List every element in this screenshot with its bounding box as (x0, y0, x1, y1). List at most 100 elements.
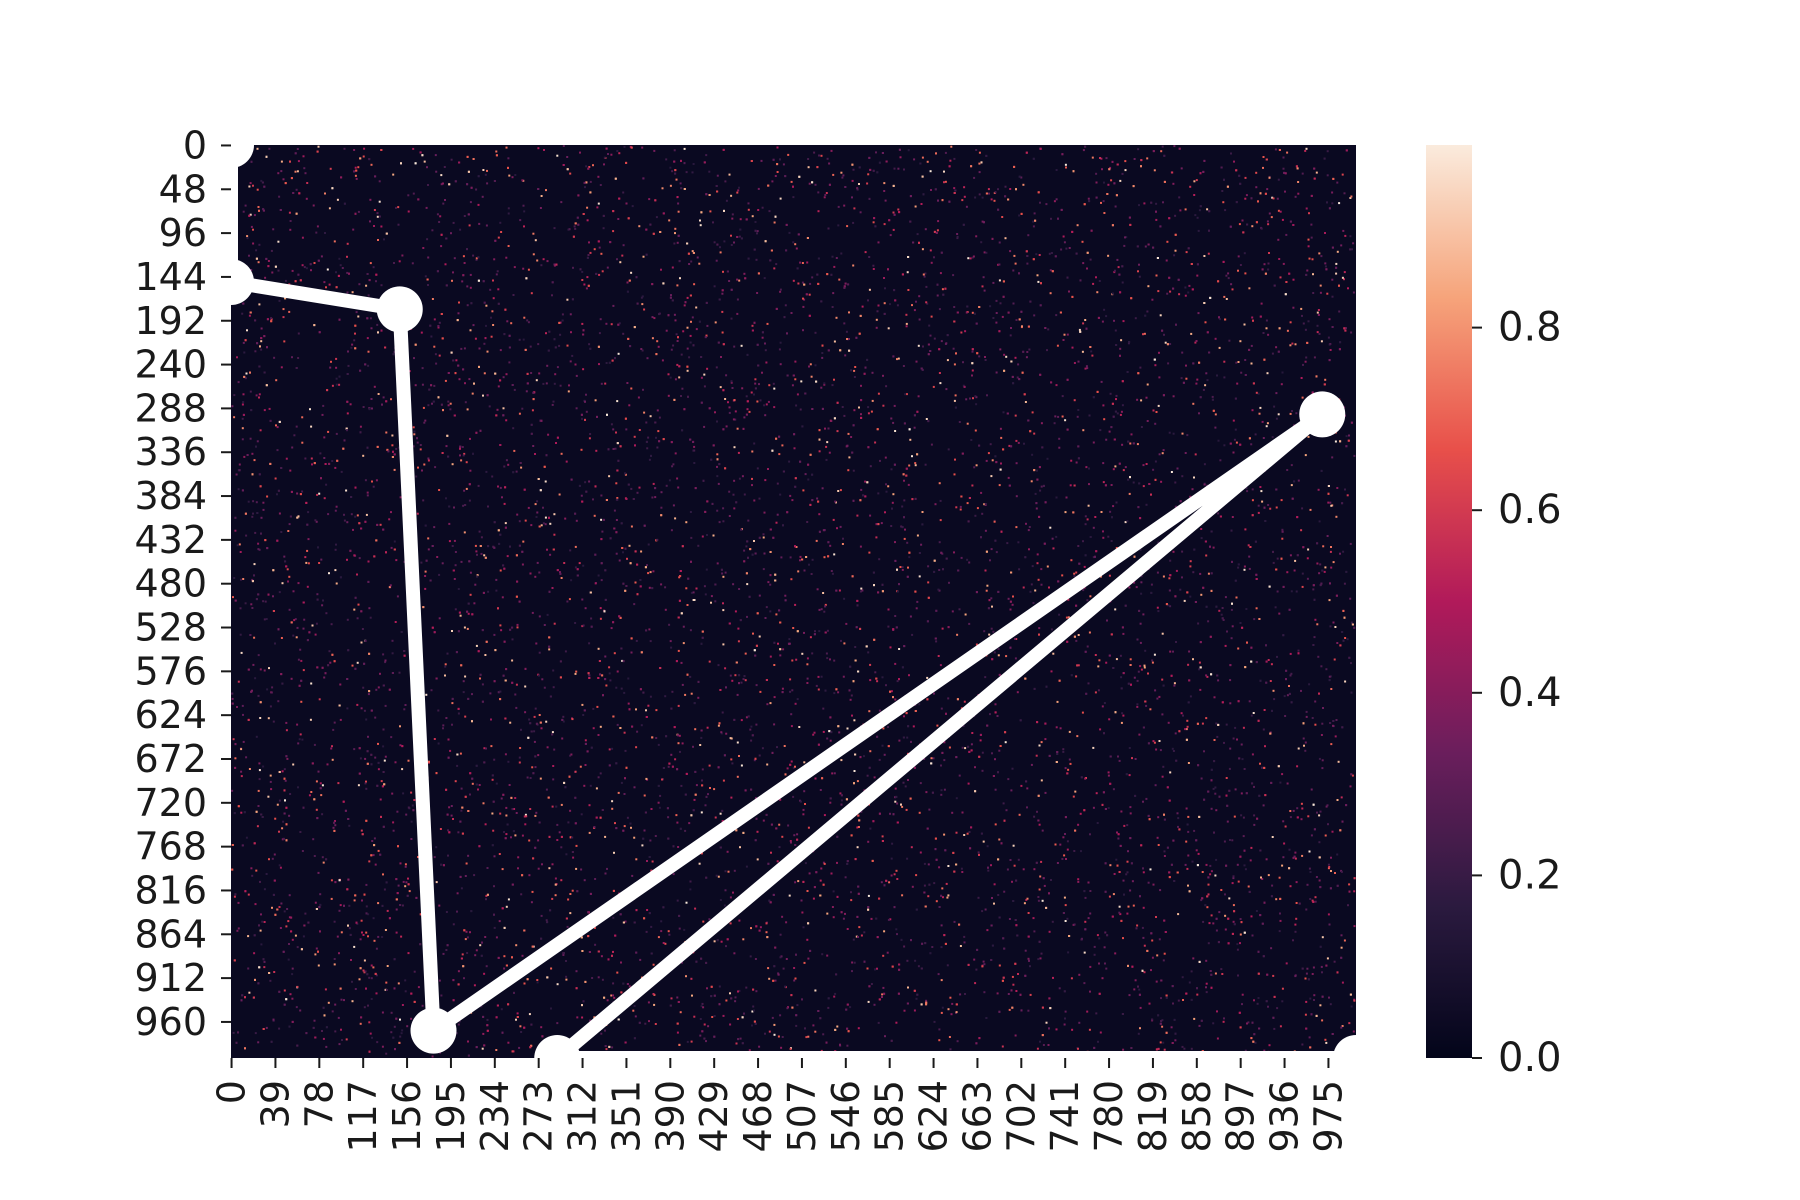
heatmap-cell (391, 639, 394, 642)
heatmap-cell (797, 570, 800, 573)
heatmap-cell (1240, 743, 1243, 746)
heatmap-cell (671, 690, 674, 693)
heatmap-cell (1025, 356, 1028, 359)
heatmap-cell (1008, 1008, 1011, 1011)
heatmap-cell (897, 167, 900, 170)
heatmap-cell (1055, 384, 1058, 387)
heatmap-cell (320, 558, 323, 561)
heatmap-cell (948, 1036, 951, 1038)
heatmap-cell (308, 794, 311, 797)
heatmap-cell (802, 329, 804, 332)
heatmap-cell (483, 342, 486, 345)
heatmap-cell (356, 703, 359, 706)
heatmap-cell (252, 184, 254, 187)
heatmap-cell (913, 426, 916, 429)
heatmap-cell (1297, 181, 1300, 183)
heatmap-cell (315, 231, 318, 234)
heatmap-cell (690, 977, 693, 980)
heatmap-cell (664, 695, 667, 698)
heatmap-cell (1066, 917, 1069, 920)
heatmap-cell (280, 637, 283, 639)
heatmap-cell (741, 475, 744, 478)
heatmap-cell (1047, 328, 1050, 331)
heatmap-cell (1273, 698, 1276, 701)
heatmap-cell (837, 691, 840, 694)
heatmap-cell (739, 1037, 742, 1040)
heatmap-cell (683, 304, 686, 307)
heatmap-cell (788, 894, 791, 897)
heatmap-cell (940, 340, 943, 343)
heatmap-cell (836, 527, 838, 530)
heatmap-cell (1178, 196, 1181, 199)
heatmap-cell (1108, 574, 1111, 577)
heatmap-cell (436, 213, 439, 216)
heatmap-cell (343, 147, 346, 150)
heatmap-cell (620, 961, 622, 964)
heatmap-cell (263, 409, 266, 412)
heatmap-cell (1040, 583, 1043, 586)
heatmap-cell (1143, 664, 1146, 667)
heatmap-cell (253, 459, 256, 462)
heatmap-cell (1096, 291, 1099, 294)
heatmap-cell (615, 552, 618, 555)
heatmap-cell (1077, 409, 1080, 411)
heatmap-cell (604, 872, 607, 875)
heatmap-cell (457, 312, 460, 315)
heatmap-cell (460, 809, 463, 812)
heatmap-cell (755, 723, 758, 726)
heatmap-cell (571, 889, 574, 892)
heatmap-cell (1247, 544, 1250, 547)
heatmap-cell (565, 960, 567, 962)
heatmap-cell (1136, 924, 1139, 927)
heatmap-cell (974, 982, 977, 985)
heatmap-cell (1050, 670, 1053, 673)
heatmap-cell (1353, 454, 1356, 457)
heatmap-cell (925, 418, 928, 420)
heatmap-cell (507, 463, 510, 466)
heatmap-cell (729, 674, 732, 677)
heatmap-cell (963, 195, 966, 198)
heatmap-cell (842, 537, 844, 540)
heatmap-cell (657, 936, 660, 939)
heatmap-cell (697, 544, 700, 547)
heatmap-cell (1301, 507, 1304, 510)
heatmap-cell (859, 545, 862, 548)
heatmap-cell (1340, 796, 1343, 799)
heatmap-cell (268, 858, 270, 861)
heatmap-cell (763, 511, 766, 514)
heatmap-cell (1214, 337, 1217, 340)
heatmap-cell (338, 257, 341, 260)
heatmap-cell (1158, 376, 1161, 379)
heatmap-cell (1040, 741, 1043, 744)
heatmap-cell (361, 628, 364, 630)
heatmap-cell (241, 312, 244, 315)
heatmap-cell (1275, 392, 1278, 395)
heatmap-cell (1251, 409, 1254, 412)
heatmap-cell (615, 519, 618, 521)
heatmap-cell (974, 766, 976, 769)
heatmap-cell (495, 589, 498, 592)
heatmap-cell (925, 999, 928, 1002)
heatmap-cell (284, 279, 287, 282)
heatmap-cell (991, 459, 994, 462)
heatmap-cell (655, 436, 657, 439)
heatmap-cell (518, 761, 521, 764)
heatmap-cell (564, 650, 567, 653)
heatmap-cell (1063, 1023, 1066, 1026)
heatmap-cell (935, 640, 938, 643)
heatmap-cell (447, 738, 450, 741)
heatmap-cell (1316, 623, 1319, 626)
heatmap-cell (1239, 918, 1242, 920)
heatmap-cell (881, 744, 884, 747)
heatmap-cell (691, 316, 694, 319)
heatmap-cell (296, 170, 299, 173)
heatmap-cell (440, 174, 443, 177)
heatmap-cell (401, 1004, 404, 1006)
heatmap-cell (1153, 169, 1156, 172)
heatmap-cell (1115, 858, 1118, 861)
heatmap-cell (269, 774, 272, 777)
heatmap-cell (637, 396, 640, 399)
heatmap-cell (782, 967, 785, 970)
heatmap-cell (809, 636, 812, 639)
heatmap-cell (808, 293, 811, 296)
